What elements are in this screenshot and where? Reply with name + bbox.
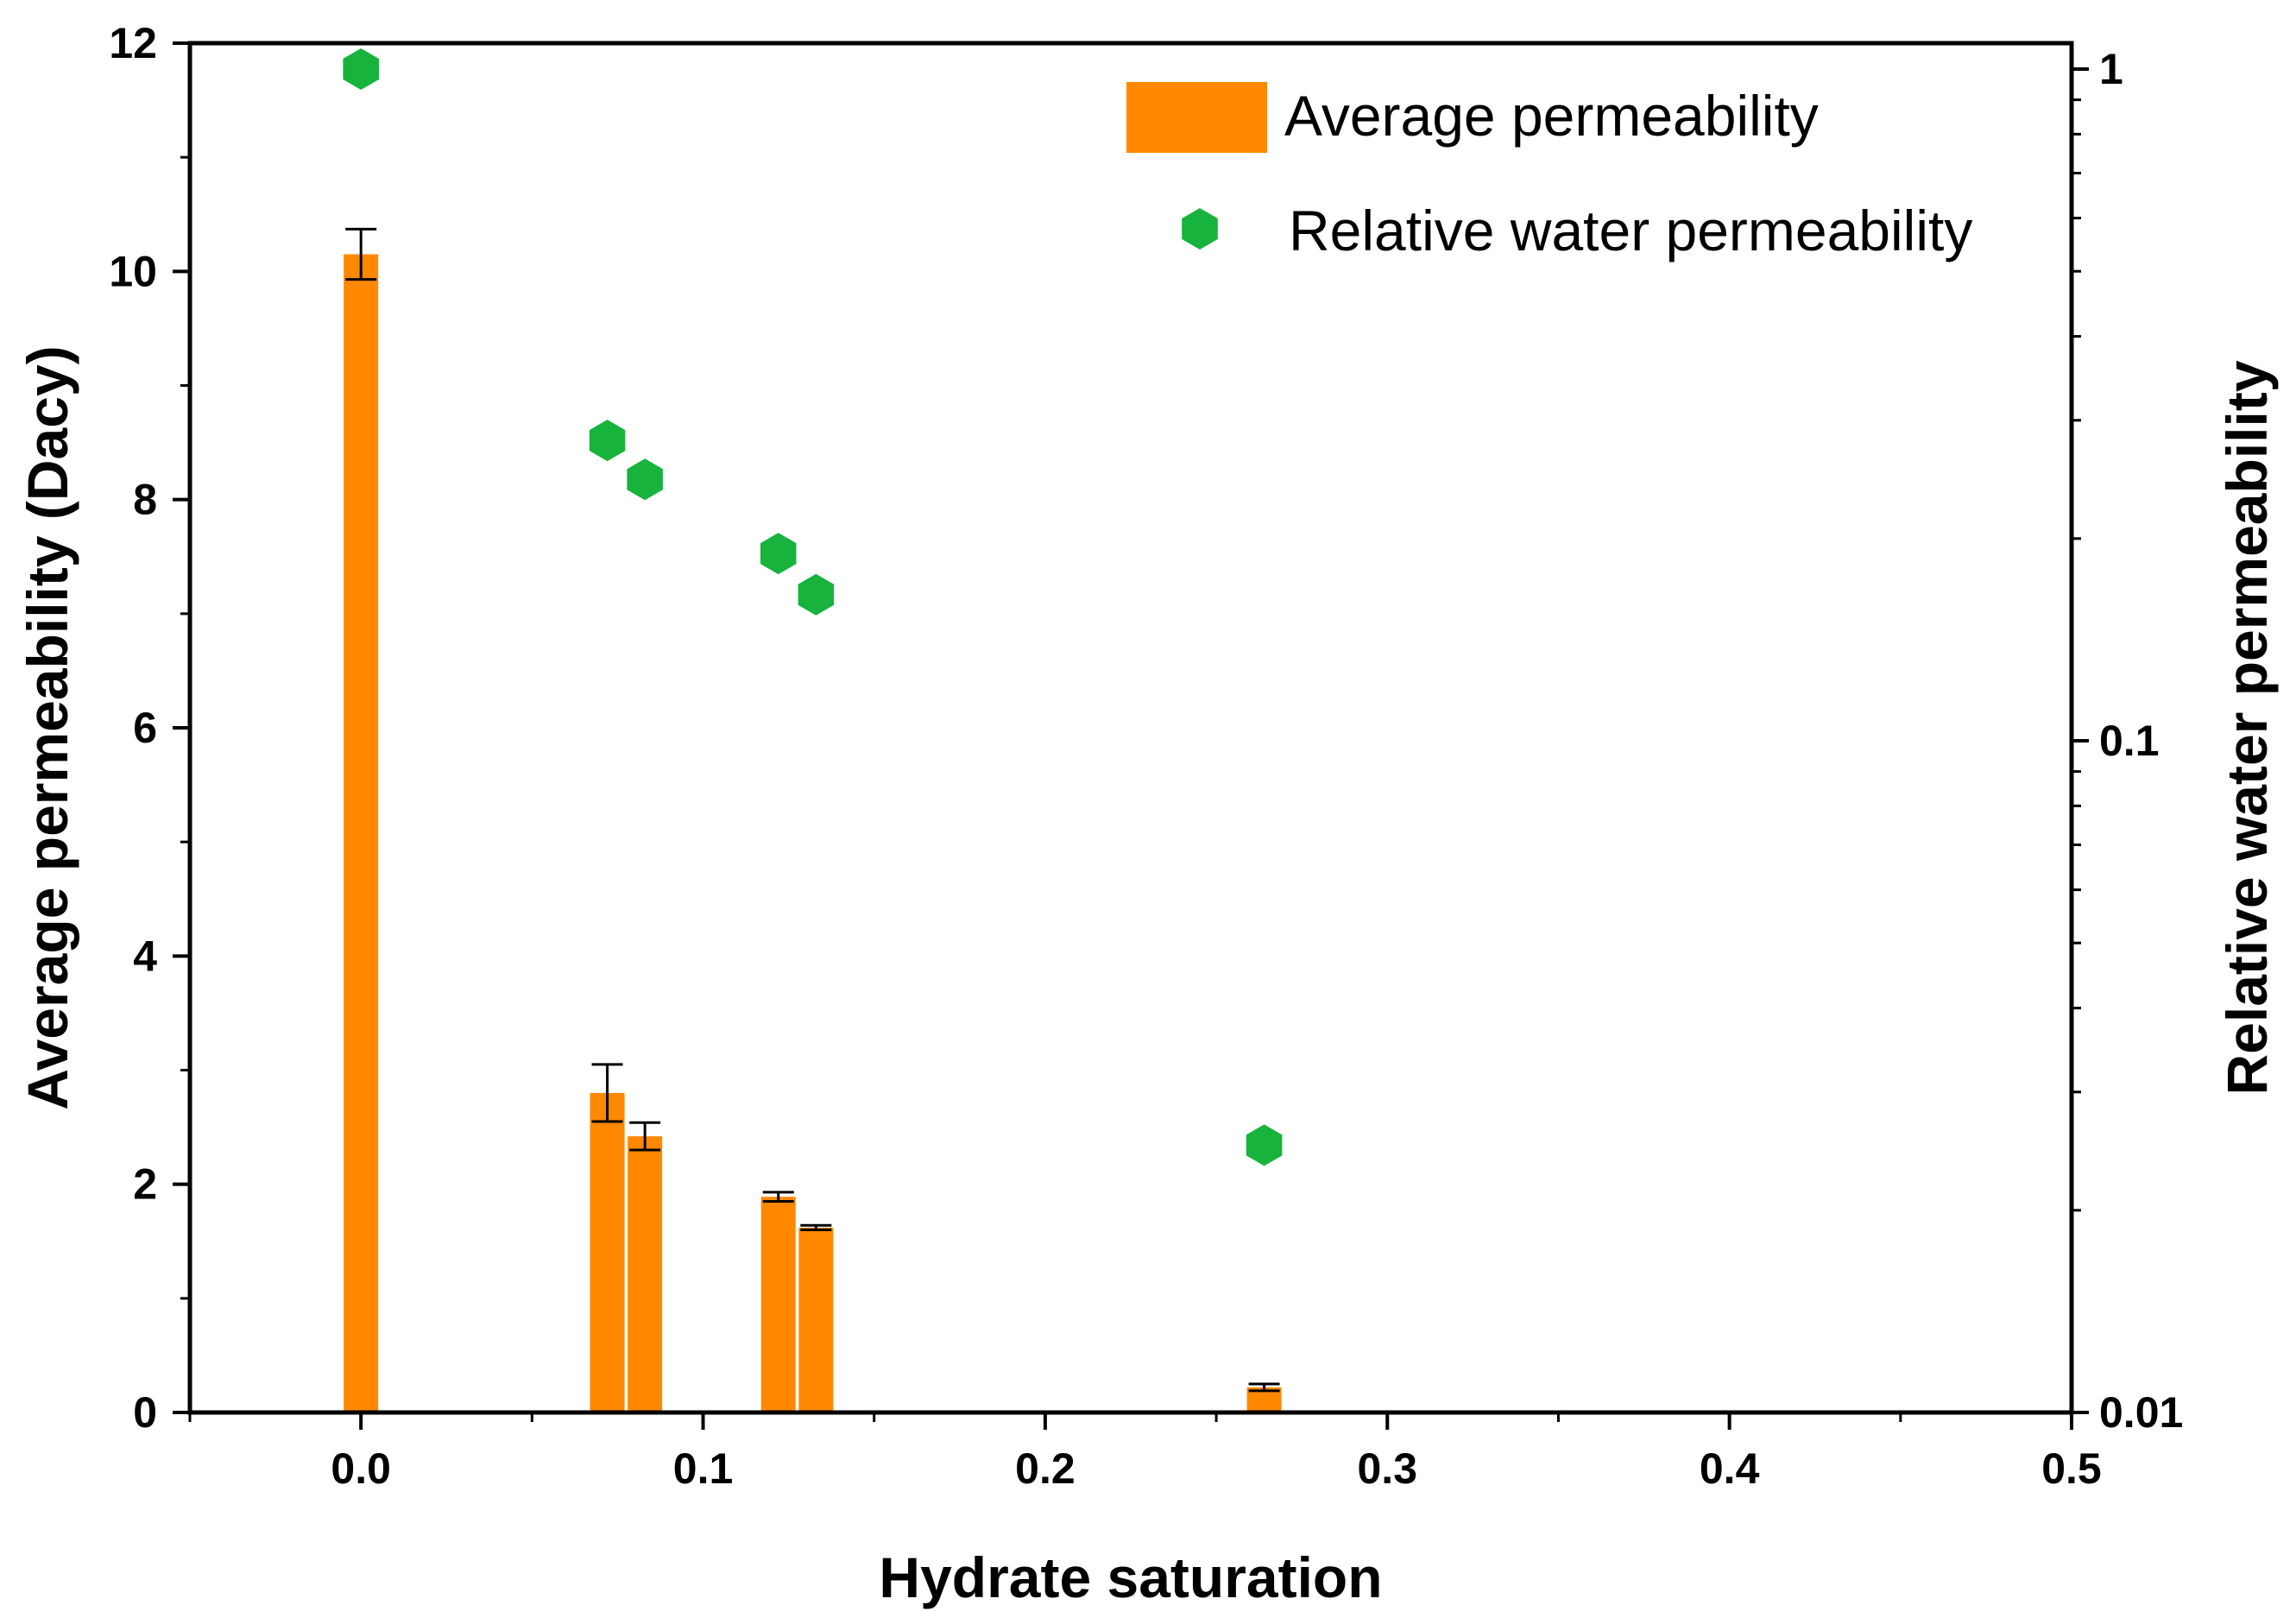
error-bar-2 xyxy=(629,1121,661,1152)
bar-series-average-permeability xyxy=(344,254,1282,1413)
error-bar-4 xyxy=(800,1223,832,1232)
x-tick-label: 0.5 xyxy=(2041,1444,2102,1493)
right-y-axis-ticks: 0.01 0.1 1 xyxy=(2072,45,2183,1437)
point-4 xyxy=(798,573,835,616)
left-y-tick-label: 4 xyxy=(133,932,157,980)
error-bar-3 xyxy=(762,1191,794,1203)
bar-2 xyxy=(628,1136,663,1412)
left-y-tick-label: 10 xyxy=(109,247,157,295)
right-y-tick-label: 0.1 xyxy=(2099,717,2160,765)
right-y-tick-label: 1 xyxy=(2099,45,2123,93)
error-bars xyxy=(345,227,1280,1393)
legend: Average permeability Relative water perm… xyxy=(1126,82,1972,262)
x-tick-label: 0.3 xyxy=(1358,1444,1418,1493)
x-tick-label: 0.4 xyxy=(1700,1444,1760,1493)
error-bar-0 xyxy=(345,227,377,281)
point-1 xyxy=(589,420,626,462)
x-tick-label: 0.0 xyxy=(331,1444,391,1493)
bar-0 xyxy=(344,254,379,1413)
right-y-tick-label: 0.01 xyxy=(2099,1388,2183,1437)
point-2 xyxy=(627,458,663,501)
scatter-series-relative-water-permeability xyxy=(343,48,1283,1166)
left-y-tick-label: 2 xyxy=(133,1160,157,1209)
x-axis-title: Hydrate saturation xyxy=(879,1545,1382,1609)
point-3 xyxy=(760,533,797,575)
left-y-tick-label: 0 xyxy=(133,1388,157,1437)
error-bar-1 xyxy=(591,1063,623,1123)
right-y-axis-title: Relative water permeability xyxy=(2215,360,2279,1095)
point-5 xyxy=(1246,1124,1283,1166)
bar-3 xyxy=(760,1197,796,1412)
point-0 xyxy=(343,48,379,90)
left-y-tick-label: 12 xyxy=(109,19,157,67)
error-bar-5 xyxy=(1248,1382,1280,1393)
legend-marker-relative-water-permeability xyxy=(1182,208,1218,250)
left-y-axis-ticks: 0 2 4 6 8 10 12 xyxy=(109,19,190,1437)
left-y-tick-label: 8 xyxy=(133,476,157,524)
x-axis-ticks: 0.0 0.1 0.2 0.3 0.4 0.5 xyxy=(188,1412,2102,1493)
legend-label-relative-water-permeability: Relative water permeability xyxy=(1289,199,1972,262)
bar-4 xyxy=(798,1227,834,1412)
legend-swatch-average-permeability xyxy=(1126,82,1267,153)
legend-label-average-permeability: Average permeability xyxy=(1284,84,1819,148)
x-tick-label: 0.2 xyxy=(1015,1444,1075,1493)
bar-1 xyxy=(590,1092,625,1412)
x-tick-label: 0.1 xyxy=(673,1444,734,1493)
left-y-axis-title: Average permeability (Dacy) xyxy=(16,345,79,1109)
left-y-tick-label: 6 xyxy=(133,704,157,752)
